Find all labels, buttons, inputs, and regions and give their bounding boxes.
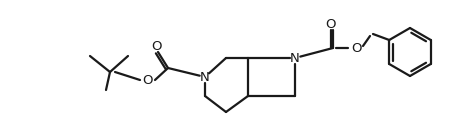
Text: O: O [326, 18, 336, 31]
Text: O: O [142, 74, 152, 87]
Text: O: O [351, 41, 361, 54]
Text: N: N [200, 71, 210, 83]
Text: N: N [290, 52, 300, 65]
Text: O: O [151, 39, 161, 52]
